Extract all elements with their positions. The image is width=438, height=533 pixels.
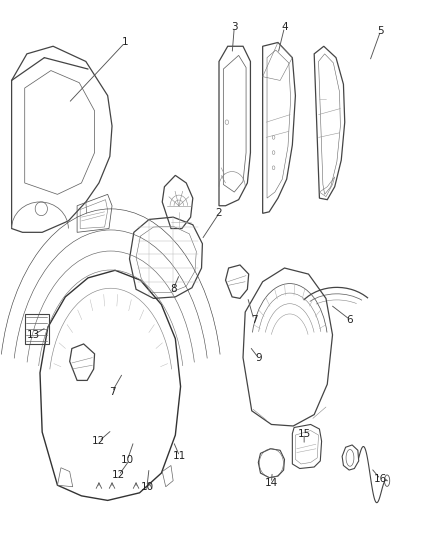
- Text: 12: 12: [92, 436, 106, 446]
- Text: 10: 10: [141, 482, 154, 492]
- Text: 7: 7: [251, 314, 257, 325]
- Text: 1: 1: [122, 37, 128, 47]
- Text: 2: 2: [215, 208, 223, 219]
- Text: 4: 4: [281, 22, 288, 33]
- Text: 8: 8: [170, 284, 177, 294]
- Text: 16: 16: [374, 474, 387, 484]
- Text: 5: 5: [377, 26, 384, 36]
- Text: 10: 10: [121, 455, 134, 465]
- Text: 15: 15: [297, 429, 311, 439]
- Text: 12: 12: [112, 470, 125, 480]
- Text: 3: 3: [231, 22, 237, 33]
- Text: 11: 11: [173, 451, 186, 462]
- Text: 14: 14: [265, 478, 278, 488]
- Text: 6: 6: [346, 314, 353, 325]
- Text: 7: 7: [109, 387, 115, 397]
- Text: 13: 13: [27, 330, 40, 340]
- Text: 9: 9: [255, 353, 261, 362]
